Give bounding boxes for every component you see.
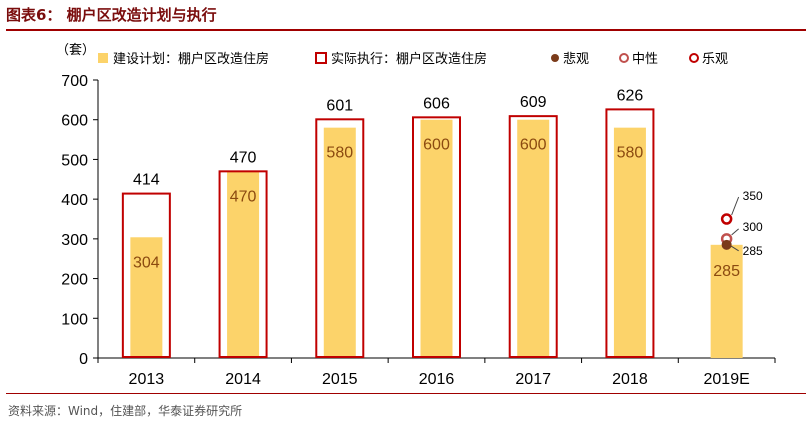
title-divider [6, 29, 806, 31]
leader-line [730, 245, 739, 252]
planned-value-label: 600 [423, 137, 450, 154]
source-divider [6, 393, 806, 394]
actual-bar-outline [412, 116, 461, 358]
actual-value-label: 414 [133, 172, 160, 189]
leader-line [731, 196, 740, 216]
planned-bar [420, 119, 453, 358]
planned-bar [323, 127, 356, 359]
y-tick-label: 200 [61, 272, 88, 289]
x-tick-label: 2018 [612, 371, 648, 388]
actual-bar-outline [605, 108, 655, 359]
y-tick-label: 500 [61, 152, 88, 169]
actual-bar-outline [218, 170, 268, 358]
actual-bar-outline [315, 118, 365, 359]
legend-label-pessimistic: 悲观 [563, 51, 589, 67]
actual-bar-outline [121, 192, 171, 358]
leader-line [731, 228, 739, 236]
planned-value-label: 580 [617, 145, 644, 162]
legend-swatch-planned [98, 53, 108, 63]
legend-marker-optimistic [689, 53, 699, 63]
scenario-label-pessimistic: 285 [743, 244, 763, 258]
legend-marker-pessimistic [551, 54, 559, 62]
y-unit-label: （套） [56, 42, 95, 58]
actual-value-label: 626 [617, 87, 644, 104]
y-tick-label: 400 [61, 192, 88, 209]
planned-value-label: 304 [133, 254, 160, 271]
x-tick-label: 2016 [419, 371, 455, 388]
planned-bar [227, 171, 260, 358]
y-tick-label: 300 [61, 232, 88, 249]
legend-label-actual: 实际执行：棚户区改造住房 [331, 51, 487, 67]
actual-value-label: 606 [423, 95, 450, 112]
planned-value-label: 470 [230, 188, 257, 205]
bars-layer: 414 304 470 470 601 580 606 600 609 600 626 580 285 [121, 87, 743, 359]
x-axis: 2013 2014 2015 2016 2017 2018 2019E [97, 357, 776, 388]
legend-marker-neutral [619, 53, 629, 63]
figure-title: 图表6： 棚户区改造计划与执行 [6, 6, 217, 24]
planned-value-label: 600 [520, 137, 547, 154]
y-tick-label: 100 [61, 311, 88, 328]
x-tick-label: 2019E [704, 371, 750, 388]
planned-bar [517, 119, 550, 358]
scenario-label-optimistic: 350 [743, 189, 763, 203]
y-tick-label: 700 [61, 73, 88, 90]
x-tick-label: 2014 [225, 371, 261, 388]
y-axis: 0 100 200 300 400 500 600 700 [61, 73, 99, 368]
scenario-label-neutral: 300 [743, 220, 763, 234]
legend-swatch-actual [315, 52, 327, 64]
x-tick-label: 2013 [129, 371, 165, 388]
planned-value-label: 580 [326, 145, 353, 162]
actual-value-label: 601 [326, 97, 353, 114]
planned-bar [710, 244, 743, 358]
scenario-markers: 350 300 285 [720, 189, 763, 258]
legend-label-neutral: 中性 [632, 52, 658, 67]
planned-bar [130, 237, 163, 358]
legend: 建设计划：棚户区改造住房 实际执行：棚户区改造住房 悲观 中性 乐观 [98, 51, 728, 67]
y-tick-label: 0 [79, 351, 88, 368]
planned-bar [613, 127, 646, 359]
actual-value-label: 609 [520, 94, 547, 111]
scenario-marker-pessimistic [721, 239, 732, 250]
legend-label-optimistic: 乐观 [702, 52, 728, 67]
legend-label-planned: 建设计划：棚户区改造住房 [113, 51, 269, 67]
x-tick-label: 2017 [515, 371, 551, 388]
actual-value-label: 470 [230, 149, 257, 166]
y-tick-label: 600 [61, 113, 88, 130]
actual-bar-outline [508, 115, 558, 358]
source-note: 资料来源：Wind，住建部，华泰证券研究所 [8, 404, 243, 418]
planned-value-label: 285 [713, 263, 740, 280]
x-tick-label: 2015 [322, 371, 358, 388]
scenario-marker-optimistic [720, 213, 733, 225]
